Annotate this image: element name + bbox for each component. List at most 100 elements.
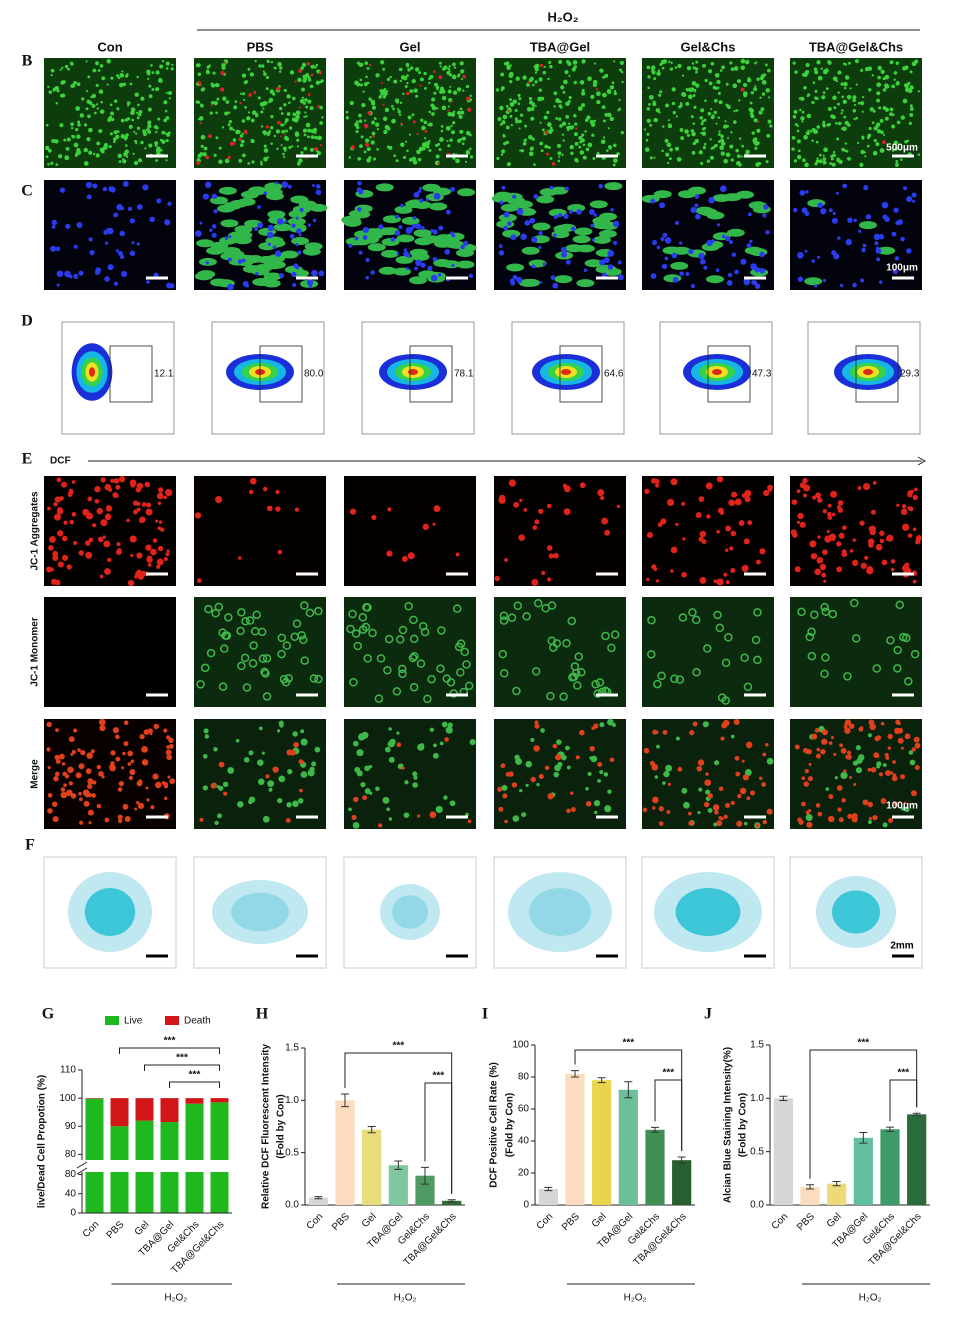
cell — [372, 134, 375, 138]
cell — [403, 251, 409, 257]
flow-density — [89, 367, 95, 377]
cell — [847, 123, 851, 127]
cell — [679, 128, 684, 132]
cell — [596, 91, 601, 97]
cell — [524, 124, 527, 128]
cell — [917, 90, 921, 93]
cell — [389, 75, 392, 79]
cell — [61, 66, 64, 70]
cell — [224, 236, 229, 241]
cell — [87, 496, 93, 502]
cell — [806, 70, 810, 73]
cell — [401, 766, 405, 770]
cell — [163, 556, 168, 562]
error-bar — [651, 1126, 659, 1133]
cell — [563, 213, 569, 219]
cell — [432, 229, 438, 235]
bar — [773, 1098, 793, 1205]
cell — [357, 188, 364, 195]
cell — [275, 489, 280, 494]
cell — [452, 121, 456, 125]
cell — [384, 107, 390, 113]
cell — [618, 68, 623, 72]
cell — [468, 147, 472, 151]
cell — [715, 122, 718, 125]
cell — [227, 767, 235, 774]
cell — [153, 723, 160, 730]
cell — [55, 102, 59, 105]
cell — [166, 754, 173, 761]
cell — [791, 135, 796, 140]
cell — [378, 823, 383, 828]
cell — [723, 814, 728, 819]
cell — [113, 281, 119, 286]
cell — [115, 134, 120, 140]
cell — [505, 125, 510, 130]
cell — [546, 577, 552, 582]
cell — [882, 88, 887, 92]
cell — [144, 481, 151, 488]
cell — [242, 153, 246, 158]
cell — [258, 654, 268, 663]
cell — [900, 115, 905, 120]
cell — [724, 548, 729, 553]
cell — [217, 204, 236, 213]
cell — [214, 820, 219, 826]
cell — [86, 137, 91, 142]
cell — [297, 77, 302, 83]
cell — [55, 163, 59, 166]
cell — [418, 622, 428, 631]
cell — [525, 783, 529, 787]
cell — [887, 746, 892, 750]
cell — [677, 159, 680, 162]
cell — [891, 775, 898, 782]
cell — [498, 649, 508, 659]
cell — [760, 107, 765, 112]
cell — [853, 782, 857, 786]
cell — [309, 84, 314, 89]
cell — [90, 95, 93, 99]
cell — [113, 130, 118, 135]
cell — [442, 67, 445, 71]
cell — [826, 123, 830, 127]
cell — [277, 61, 282, 67]
cell — [828, 208, 833, 213]
cell — [847, 217, 853, 223]
cell — [519, 113, 524, 117]
cell — [156, 492, 164, 500]
cell — [286, 802, 292, 808]
cell — [848, 61, 851, 65]
cell — [319, 121, 324, 125]
cell — [721, 234, 726, 239]
cell — [351, 814, 357, 820]
cell — [767, 68, 771, 73]
cell — [530, 116, 535, 121]
cell — [88, 821, 92, 825]
cell — [573, 132, 578, 137]
cell — [418, 71, 422, 75]
cell — [213, 747, 218, 752]
cell — [167, 201, 172, 206]
cell — [753, 137, 758, 142]
cell — [756, 128, 761, 133]
cell — [276, 147, 279, 151]
cell — [398, 669, 407, 678]
cell — [461, 136, 466, 141]
x-tick-label: Gel — [360, 1211, 379, 1230]
cell — [827, 60, 832, 65]
cell — [875, 125, 879, 129]
cell — [366, 147, 371, 152]
cell — [666, 809, 671, 814]
cell — [746, 243, 752, 248]
x-tick-label: PBS — [560, 1211, 582, 1233]
cell — [759, 76, 764, 81]
cell — [602, 92, 607, 98]
cell — [860, 149, 865, 155]
cell — [658, 806, 664, 812]
cell — [221, 126, 225, 129]
y-tick-label: 0 — [70, 1208, 76, 1219]
cell — [607, 127, 610, 130]
cell — [817, 811, 823, 817]
cell — [451, 263, 455, 268]
cell — [317, 105, 321, 109]
